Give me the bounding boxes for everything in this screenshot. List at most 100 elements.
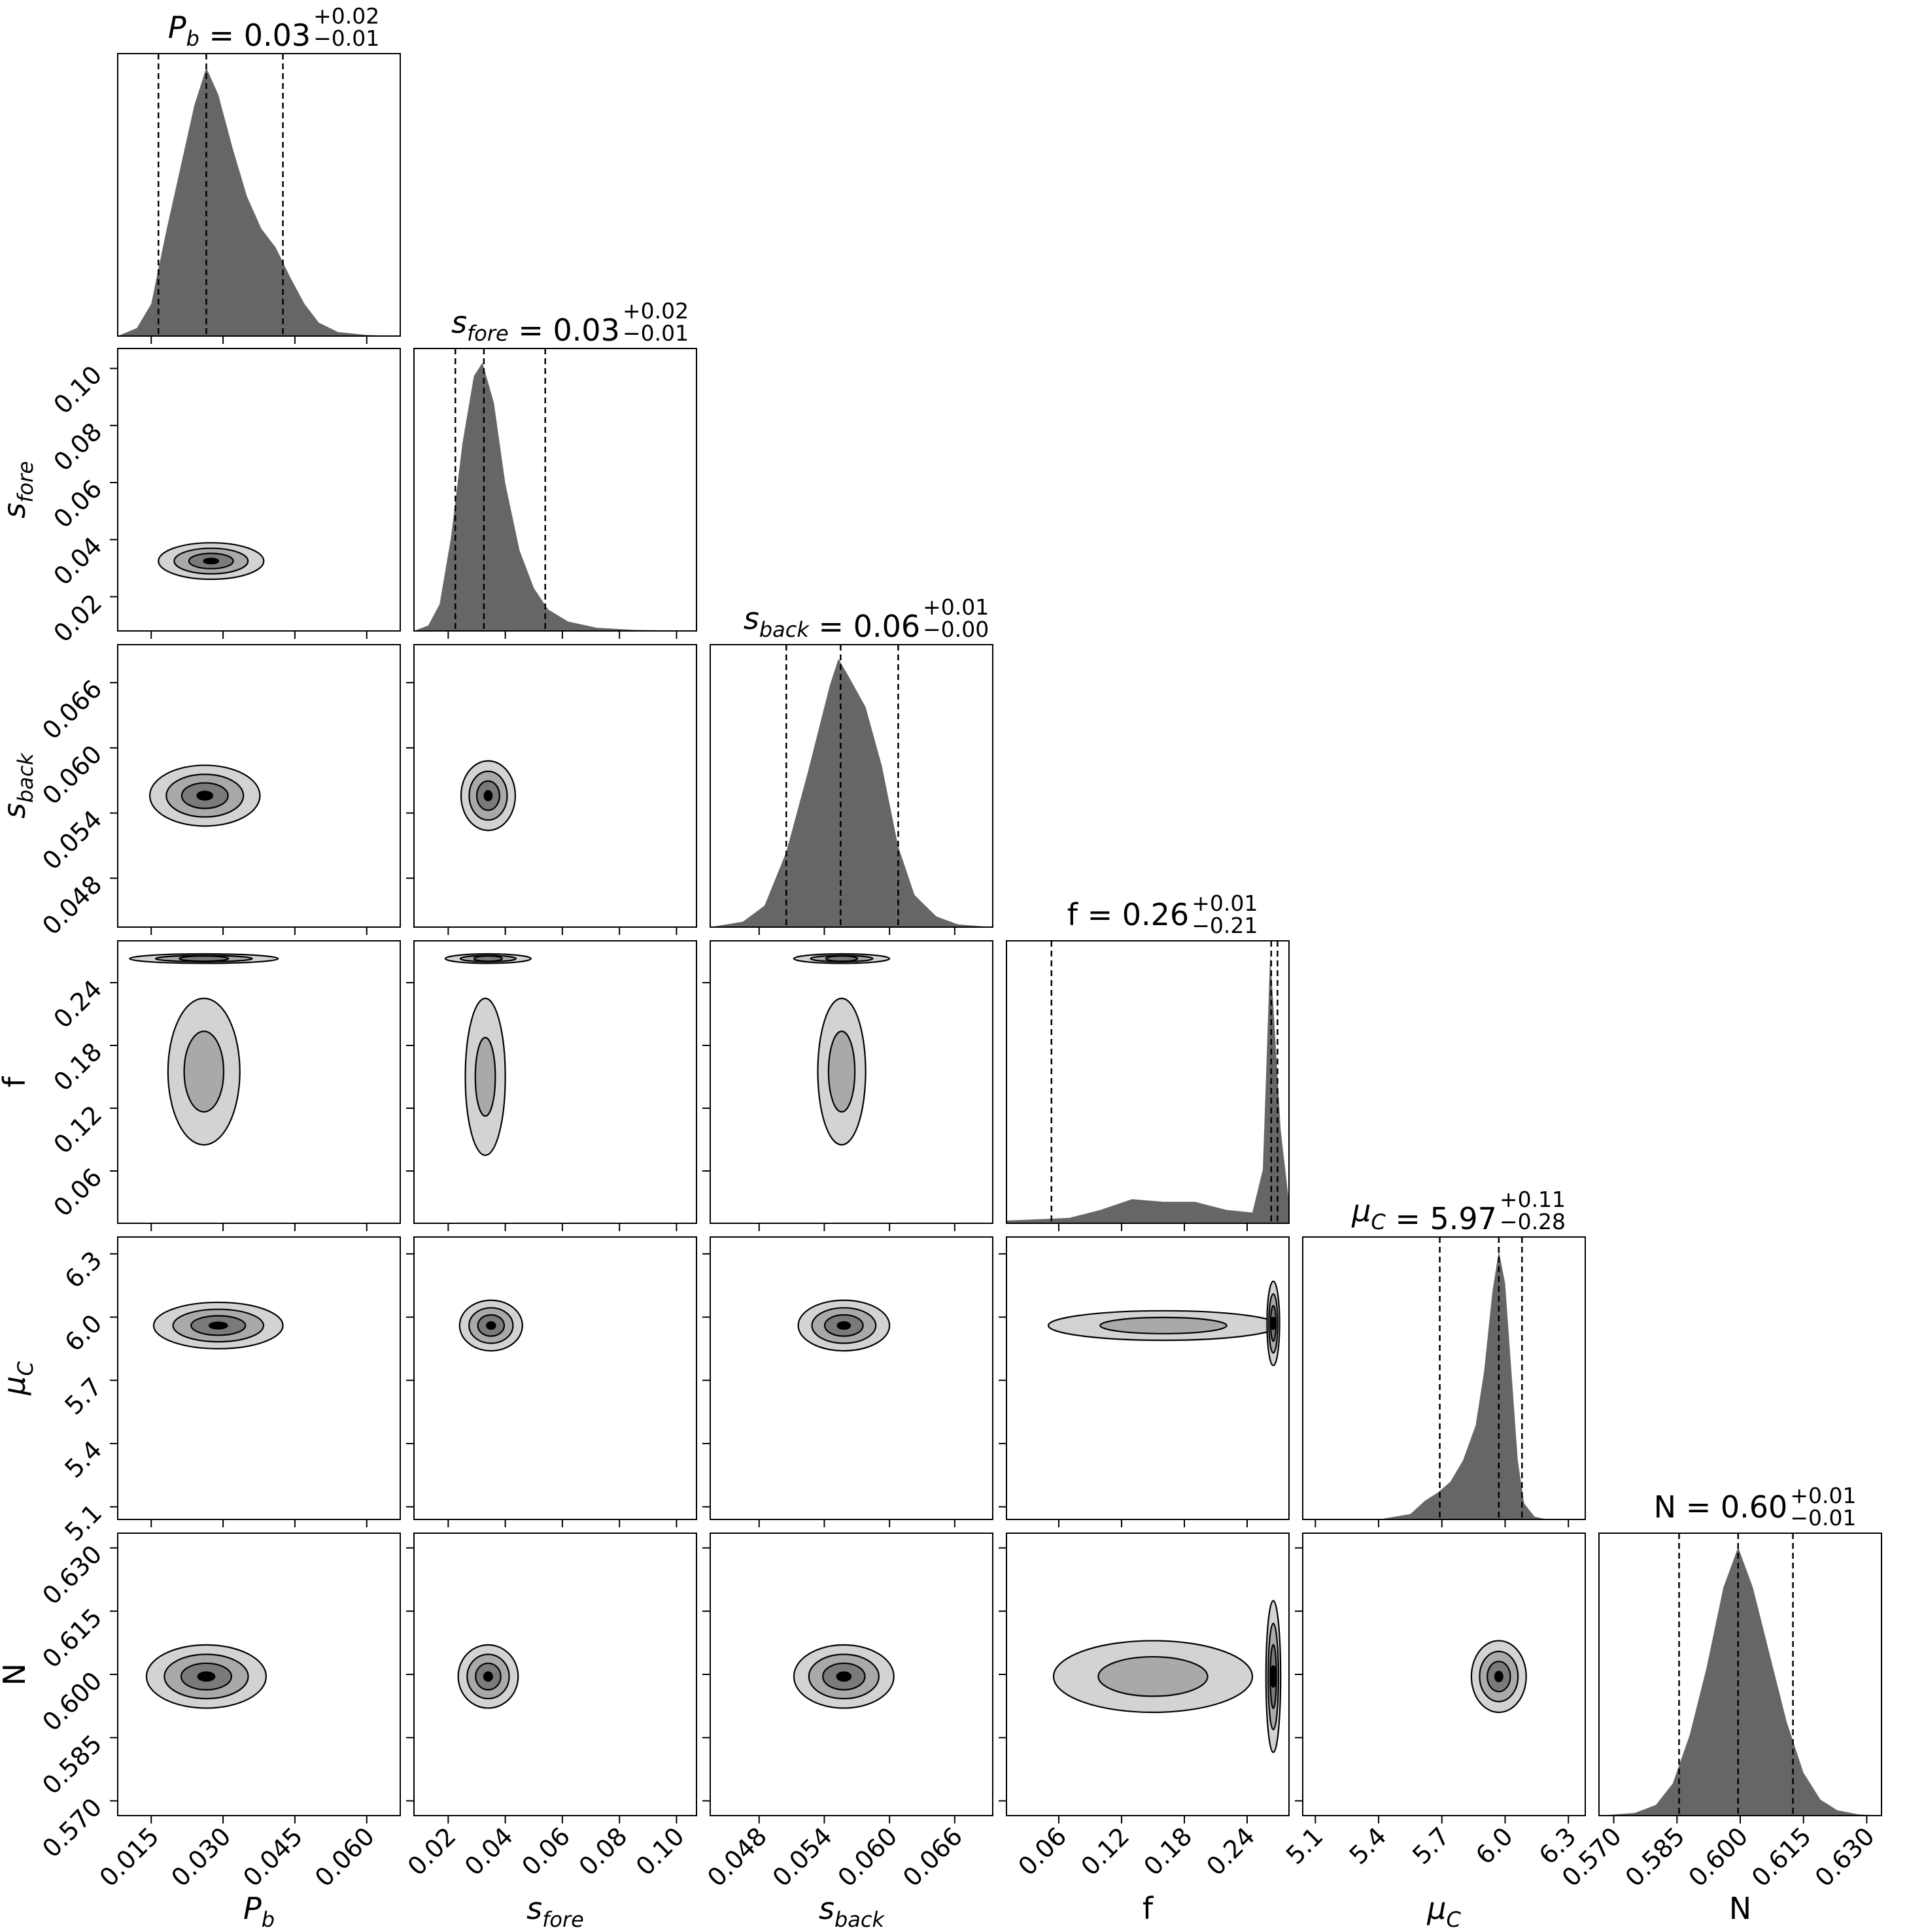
- title-plus-Pb: +0.02: [313, 3, 379, 29]
- panel-frame: [117, 1236, 401, 1520]
- panel-muC-vs-Pb: 5.1 5.4 5.7 6.0 6.3 μC: [0, 1236, 401, 1547]
- title-minus-sfore: −0.01: [623, 320, 689, 346]
- panel-Pb-vs-Pb: Pb = 0.03+0.02−0.01: [117, 3, 401, 344]
- panel-f-vs-f: f = 0.26 +0.01−0.21: [1006, 890, 1290, 1231]
- y-tick-label-N: 0.600: [37, 1666, 107, 1737]
- x-tick-label-sback: 0.054: [767, 1822, 838, 1892]
- axis-label-x-Pb: Pb: [243, 1891, 275, 1932]
- x-tick-label-sback: 0.066: [897, 1822, 968, 1892]
- title-plus-N: +0.01: [1790, 1483, 1856, 1508]
- panel-N-vs-Pb: 0.015 0.030 0.045 0.060 0.5700.5850.6000.615…: [0, 1533, 401, 1932]
- axis-label-y-f: f: [0, 1076, 32, 1087]
- panel-muC-vs-sfore: [406, 1236, 697, 1527]
- panel-frame: [1006, 940, 1290, 1224]
- y-tick-label-muC: 6.0: [60, 1309, 108, 1357]
- contour-muC-vs-f-c1-l3: [1269, 1317, 1277, 1330]
- contour-f-vs-sback-c0-l2: [825, 955, 859, 962]
- title-minus-sback: −0.00: [923, 617, 989, 642]
- panel-N-vs-sfore: 0.020.040.060.080.10 sfore: [402, 1533, 697, 1932]
- x-tick-label-sback: 0.048: [702, 1822, 772, 1892]
- title-plus-sfore: +0.02: [623, 298, 689, 324]
- x-tick-label-sfore: 0.08: [574, 1822, 633, 1881]
- y-tick-label-muC: 5.1: [60, 1499, 108, 1547]
- contour-muC-vs-Pb-c0-l3: [208, 1321, 228, 1330]
- title-f: f = 0.26: [1067, 897, 1189, 932]
- axis-label-x-f: f: [1142, 1891, 1154, 1926]
- panel-muC-vs-muC: μC = 5.97+0.11−0.28: [1302, 1187, 1586, 1527]
- x-tick-label-N: 0.630: [1810, 1822, 1880, 1892]
- contour-sback-vs-sfore-c0-l3: [483, 790, 493, 802]
- panel-sback-vs-sfore: [406, 644, 697, 935]
- y-tick-label-f: 0.06: [48, 1162, 107, 1222]
- x-tick-label-f: 0.18: [1138, 1822, 1197, 1881]
- y-tick-label-muC: 5.7: [60, 1372, 108, 1420]
- title-sback: sback = 0.06: [744, 601, 920, 644]
- y-tick-label-muC: 5.4: [60, 1435, 108, 1483]
- y-tick-label-N: 0.630: [37, 1540, 107, 1610]
- title-minus-N: −0.01: [1790, 1505, 1856, 1531]
- y-tick-label-N: 0.570: [37, 1793, 107, 1863]
- panel-frame: [117, 940, 401, 1224]
- panel-f-vs-sfore: [406, 940, 697, 1231]
- panel-frame: [117, 53, 401, 337]
- histogram-f: [1006, 955, 1289, 1223]
- contour-muC-vs-sback-c0-l3: [836, 1321, 851, 1330]
- y-tick-label-sback: 0.054: [37, 805, 107, 875]
- panel-frame: [710, 940, 993, 1224]
- y-tick-label-sfore: 0.04: [48, 532, 107, 591]
- panel-f-vs-Pb: 0.060.120.180.24 f: [0, 940, 401, 1231]
- x-tick-label-N: 0.615: [1746, 1822, 1817, 1892]
- panel-frame: [117, 644, 401, 928]
- axis-label-y-sback: sback: [0, 753, 38, 819]
- contour-N-vs-muC-c0-l3: [1494, 1670, 1503, 1682]
- y-tick-label-N: 0.585: [37, 1729, 107, 1800]
- y-tick-label-sback: 0.060: [37, 739, 107, 810]
- panel-frame: [413, 1236, 697, 1520]
- contour-sback-vs-Pb-c0-l3: [196, 790, 214, 801]
- contour-N-vs-f-c0-l1: [1097, 1655, 1209, 1697]
- x-tick-label-muC: 5.1: [1280, 1822, 1329, 1870]
- title-plus-muC: +0.11: [1500, 1187, 1566, 1212]
- panel-muC-vs-f: [999, 1236, 1290, 1527]
- panel-sback-vs-sback: sback = 0.06+0.01−0.00: [710, 594, 993, 935]
- panel-frame: [413, 1533, 697, 1816]
- histogram-Pb: [118, 67, 400, 336]
- panel-N-vs-f: 0.06 0.12 0.18 0.24 f: [999, 1533, 1290, 1926]
- panel-N-vs-N: N = 0.60 +0.01−0.010.5700.5850.6000.6150.…: [1556, 1483, 1882, 1926]
- panel-N-vs-muC: 5.1 5.4 5.7 6.0 6.3μC: [1280, 1533, 1586, 1932]
- panel-frame: [117, 348, 401, 632]
- title-plus-f: +0.01: [1192, 890, 1258, 916]
- contour-f-vs-Pb-c0-l2: [179, 955, 230, 962]
- contour-f-vs-sback-c1-l1: [827, 1030, 856, 1113]
- y-tick-label-N: 0.615: [37, 1603, 107, 1674]
- y-tick-label-sback: 0.066: [37, 674, 107, 745]
- x-tick-label-sfore: 0.02: [402, 1822, 462, 1881]
- y-tick-label-sfore: 0.06: [48, 474, 107, 534]
- x-tick-label-sfore: 0.04: [459, 1822, 519, 1881]
- x-tick-label-muC: 5.7: [1407, 1822, 1455, 1870]
- contour-N-vs-Pb-c0-l3: [197, 1671, 216, 1682]
- x-tick-label-Pb: 0.045: [237, 1822, 308, 1892]
- histogram-sfore: [414, 362, 696, 631]
- axis-label-y-muC: μC: [0, 1361, 38, 1396]
- x-tick-label-Pb: 0.030: [165, 1822, 236, 1892]
- y-tick-label-f: 0.18: [48, 1037, 107, 1096]
- x-tick-label-Pb: 0.015: [94, 1822, 165, 1892]
- panel-frame: [413, 348, 697, 632]
- x-tick-label-muC: 6.0: [1470, 1822, 1519, 1870]
- y-tick-label-muC: 6.3: [60, 1246, 108, 1294]
- y-tick-label-sfore: 0.08: [48, 417, 107, 477]
- panel-f-vs-sback: [702, 940, 993, 1231]
- x-tick-label-f: 0.24: [1201, 1822, 1260, 1881]
- x-tick-label-f: 0.12: [1075, 1822, 1135, 1881]
- axis-label-y-sfore: sfore: [0, 461, 38, 518]
- title-minus-f: −0.21: [1192, 913, 1258, 938]
- contour-sfore-vs-Pb-c0-l3: [203, 557, 220, 565]
- y-tick-label-sfore: 0.02: [48, 588, 107, 648]
- panel-frame: [710, 1236, 993, 1520]
- title-plus-sback: +0.01: [923, 594, 989, 620]
- title-N: N = 0.60: [1654, 1489, 1788, 1525]
- contour-muC-vs-f-c0-l1: [1099, 1316, 1228, 1334]
